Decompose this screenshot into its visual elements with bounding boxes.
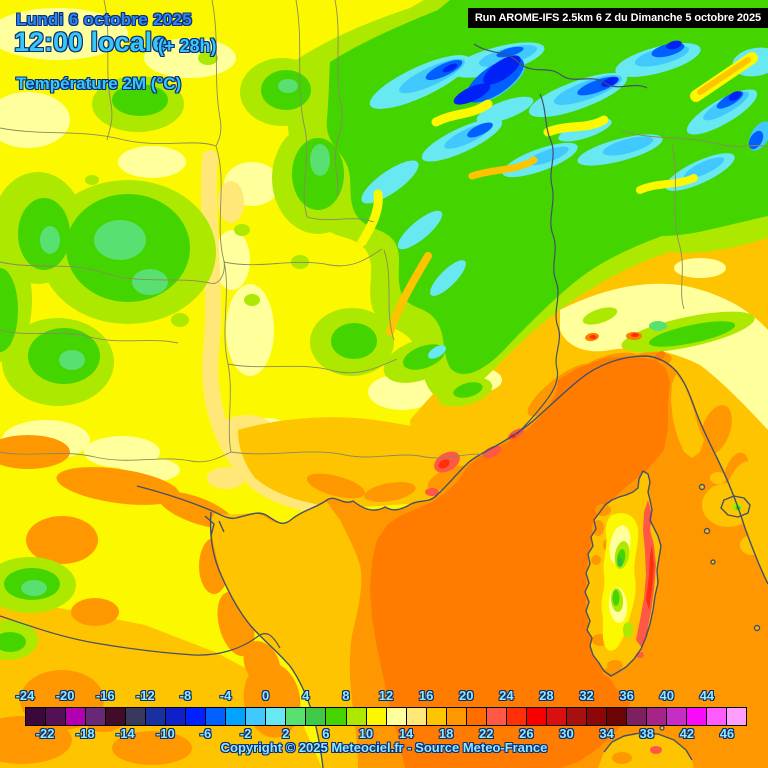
legend-color-box <box>545 708 566 725</box>
legend-color-box <box>425 708 446 725</box>
department-borders <box>0 0 768 463</box>
legend-color-box <box>225 708 246 725</box>
map-alpine-valleys <box>357 52 758 336</box>
legend-color-scale <box>25 707 747 726</box>
legend-color-box <box>585 708 606 725</box>
legend-color-box <box>165 708 186 725</box>
model-run-text: Run AROME-IFS 2.5km 6 Z du Dimanche 5 oc… <box>474 12 761 24</box>
legend-color-box <box>505 708 526 725</box>
legend-color-box <box>245 708 266 725</box>
legend-color-box <box>485 708 506 725</box>
legend-tick-label: 16 <box>418 688 434 703</box>
legend-color-box <box>285 708 306 725</box>
legend-color-box <box>686 708 707 725</box>
legend-tick-label: -24 <box>15 688 35 703</box>
legend-color-box <box>605 708 626 725</box>
legend-tick-label: -10 <box>155 726 175 741</box>
legend-color-box <box>525 708 546 725</box>
legend-tick-label: 8 <box>342 688 350 703</box>
legend-tick-label: 22 <box>479 726 494 741</box>
legend-tick-label: 34 <box>599 726 614 741</box>
legend-tick-label: 28 <box>539 688 554 703</box>
other-islands <box>598 484 760 768</box>
sea-gulf-of-lion <box>210 501 362 768</box>
legend-color-box <box>145 708 166 725</box>
legend-color-box <box>185 708 206 725</box>
legend-tick-label: -16 <box>95 688 115 703</box>
legend-tick-label: 38 <box>639 726 654 741</box>
model-run-bar: Run AROME-IFS 2.5km 6 Z du Dimanche 5 oc… <box>467 8 768 28</box>
legend-color-box <box>205 708 226 725</box>
legend-color-box <box>405 708 426 725</box>
legend-tick-label: 0 <box>262 688 270 703</box>
time-label: 12:00 locale <box>14 27 168 57</box>
legend-tick-label: 32 <box>579 688 594 703</box>
legend-tick-label: -4 <box>219 688 232 703</box>
legend-color-box <box>445 708 466 725</box>
copyright-text: Copyright © 2025 Meteociel.fr - Source M… <box>220 740 548 755</box>
legend-color-box <box>625 708 646 725</box>
legend-tick-label: 14 <box>398 726 414 741</box>
map-alps-deepblue-cores <box>442 40 742 105</box>
legend-tick-label: 46 <box>719 726 735 741</box>
legend-color-box <box>345 708 366 725</box>
legend-color-box <box>465 708 486 725</box>
legend-tick-label: 36 <box>619 688 634 703</box>
legend-color-box <box>65 708 86 725</box>
forecast-offset-label: (+ 28h) <box>158 36 217 56</box>
legend-tick-label: -12 <box>135 688 155 703</box>
legend-color-box <box>726 708 747 725</box>
legend-tick-label: -20 <box>55 688 75 703</box>
legend-color-box <box>26 708 46 725</box>
legend-color-box <box>565 708 586 725</box>
legend-tick-label: 44 <box>699 688 715 703</box>
legend-tick-label: 10 <box>358 726 374 741</box>
sea-warm-mass <box>370 356 670 768</box>
legend-tick-label: 24 <box>499 688 514 703</box>
legend-color-box <box>125 708 146 725</box>
national-borders <box>0 43 648 656</box>
legend-tick-label: -8 <box>179 688 192 703</box>
legend-tick-label: -2 <box>239 726 252 741</box>
legend-tick-label: -18 <box>75 726 95 741</box>
legend-color-box <box>365 708 386 725</box>
date-label: Lundi 6 octobre 2025 <box>16 10 193 29</box>
legend-tick-label: 6 <box>322 726 330 741</box>
legend-tick-label: -22 <box>35 726 55 741</box>
legend-tick-label: 20 <box>458 688 474 703</box>
legend-color-box <box>265 708 286 725</box>
legend-tick-label: 26 <box>519 726 534 741</box>
corsica-island <box>585 471 661 677</box>
legend-color-box <box>105 708 126 725</box>
legend-tick-label: -6 <box>199 726 212 741</box>
legend-tick-label: 40 <box>659 688 674 703</box>
legend-color-box <box>706 708 727 725</box>
legend-tick-label: 2 <box>282 726 290 741</box>
legend-tick-label: 42 <box>679 726 695 741</box>
legend-tick-label: 18 <box>438 726 454 741</box>
legend-tick-label: 4 <box>302 688 310 703</box>
legend-color-box <box>85 708 106 725</box>
legend-tick-label: 30 <box>559 726 574 741</box>
legend-tick-label: 12 <box>378 688 394 703</box>
legend-color-box <box>666 708 687 725</box>
variable-label: Température 2M (°C) <box>16 74 182 93</box>
legend-color-box <box>305 708 326 725</box>
legend-color-box <box>385 708 406 725</box>
legend-color-box <box>45 708 66 725</box>
legend-color-box <box>645 708 666 725</box>
map-springgreen-cores <box>21 79 667 596</box>
legend-color-box <box>325 708 346 725</box>
legend-tick-label: -14 <box>115 726 135 741</box>
